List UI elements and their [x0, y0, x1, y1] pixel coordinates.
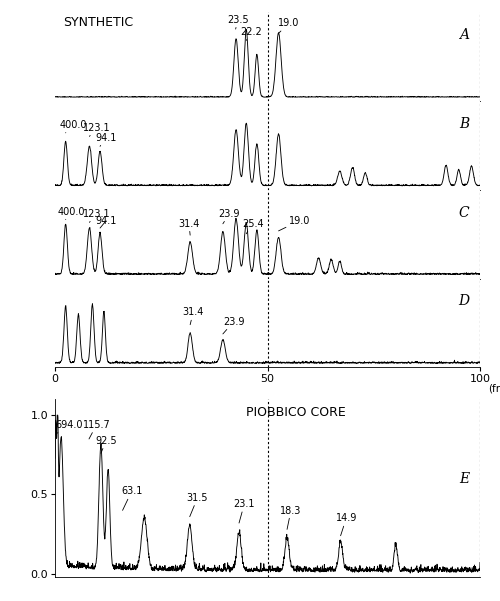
Text: (frequency): (frequency) — [488, 383, 500, 394]
Text: E: E — [459, 472, 469, 486]
Text: 400.0: 400.0 — [60, 120, 87, 133]
Text: SYNTHETIC: SYNTHETIC — [64, 16, 134, 29]
Text: 23.5: 23.5 — [227, 14, 249, 29]
Text: 92.5: 92.5 — [96, 436, 117, 453]
Text: 31.4: 31.4 — [178, 219, 200, 235]
Text: 23.1: 23.1 — [234, 499, 255, 523]
Text: 63.1: 63.1 — [121, 486, 142, 510]
Text: A: A — [460, 28, 469, 42]
Text: 94.1: 94.1 — [96, 133, 117, 146]
Text: 23.9: 23.9 — [223, 317, 244, 334]
Text: 694.0: 694.0 — [56, 420, 83, 434]
Text: 25.4: 25.4 — [242, 219, 264, 234]
Text: 14.9: 14.9 — [336, 513, 357, 535]
Text: 22.2: 22.2 — [240, 27, 262, 40]
Text: PIOBBICO CORE: PIOBBICO CORE — [246, 406, 346, 419]
Text: 115.7: 115.7 — [82, 420, 110, 439]
Text: 31.4: 31.4 — [182, 308, 204, 325]
Text: B: B — [459, 117, 469, 131]
Text: 31.5: 31.5 — [187, 493, 208, 517]
Text: C: C — [459, 206, 469, 219]
Text: 19.0: 19.0 — [278, 18, 299, 33]
Text: 123.1: 123.1 — [82, 209, 110, 222]
Text: 123.1: 123.1 — [82, 123, 110, 136]
Text: D: D — [458, 294, 469, 308]
Text: 23.9: 23.9 — [218, 209, 240, 224]
Text: 94.1: 94.1 — [96, 216, 117, 228]
Text: 18.3: 18.3 — [280, 505, 301, 529]
Text: 400.0: 400.0 — [57, 207, 84, 219]
Text: 19.0: 19.0 — [278, 216, 310, 231]
